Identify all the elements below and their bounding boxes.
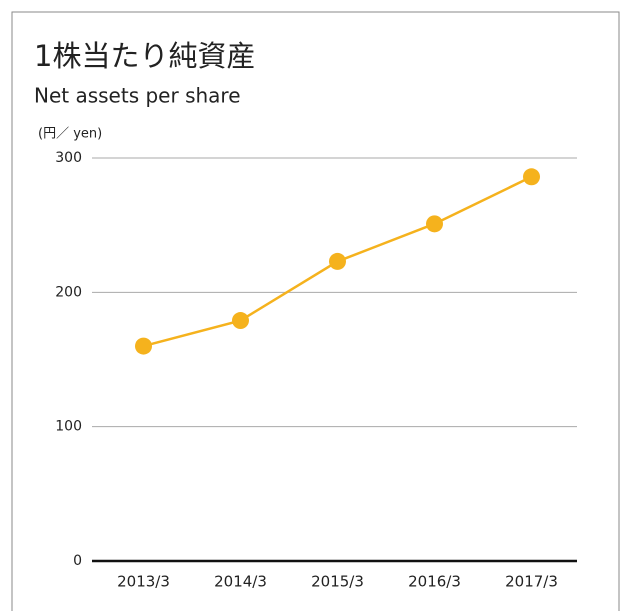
x-tick-label: 2015/3 <box>311 573 364 591</box>
chart-subtitle: Net assets per share <box>34 84 241 108</box>
frame <box>11 11 620 611</box>
x-tick-label: 2016/3 <box>408 573 461 591</box>
data-point <box>426 215 443 233</box>
x-tick-label: 2017/3 <box>505 573 558 591</box>
y-tick-label: 100 <box>55 419 82 435</box>
x-tick-label: 2013/3 <box>117 573 170 591</box>
data-point <box>135 337 152 355</box>
y-axis-label: (円／ yen) <box>38 127 102 142</box>
chart-title: 1株当たり純資産 <box>34 39 255 73</box>
y-tick-label: 0 <box>73 553 82 569</box>
y-tick-label: 200 <box>55 284 82 300</box>
x-tick-label: 2014/3 <box>214 573 267 591</box>
data-point <box>232 312 249 330</box>
data-point <box>329 252 346 270</box>
y-tick-label: 300 <box>55 150 82 166</box>
data-point <box>523 168 540 186</box>
